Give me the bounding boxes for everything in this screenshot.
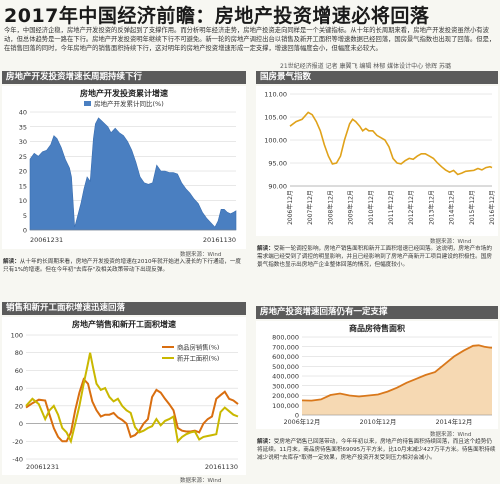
panel2-header: 国房景气指数 [256, 71, 498, 84]
y-tick-label: 105.00 [264, 114, 287, 122]
panel3-header: 销售和新开工面积增速迅速回落 [2, 302, 246, 315]
credit-line: 21世纪经济报道 记者 康翼飞 编辑 林郁 媒体设计中心 徐辉 苏璐 [280, 63, 451, 70]
y-tick-label: 30 [19, 138, 27, 146]
x-tick-label: 2010年12月 [360, 417, 397, 426]
page-title: 2017年中国经济前瞻：房地产投资增速必将回落 [4, 5, 430, 27]
y-tick-label: 100.00 [264, 137, 287, 145]
y-tick-label: 110.00 [264, 91, 287, 99]
chart-sales-newstarts-growth: 房地产销售和新开工面积增速 -40 -20 0 20 40 60 80 100 商品房销售(%) 新… [2, 317, 246, 475]
series-line [301, 344, 493, 402]
y-tick-label: 10 [19, 197, 27, 205]
x-tick-label: 2011年12月 [387, 190, 395, 225]
x-tick-label: 20061231 [30, 236, 63, 244]
y-tick-label: 600,000 [272, 353, 299, 361]
x-tick-label: 2008年12月 [326, 190, 334, 225]
y-tick-label: 0 [295, 412, 299, 420]
legend-label: 新开工面积(%) [177, 354, 219, 363]
panel2-source: 数据来源：Wind [430, 239, 472, 245]
chart-background [256, 86, 498, 236]
y-tick-label: 700,000 [272, 343, 299, 351]
x-tick-label: 2013年12月 [427, 190, 435, 225]
panel1-header: 房地产开发投资增速长周期持续下行 [2, 71, 246, 84]
panel1-source: 数据来源：Wind [180, 252, 222, 258]
panel2-note: 解读：受新一轮调控影响，房地产销售面积和新开工面积增速已经回落。这说明，房地产市… [257, 245, 497, 301]
x-tick-label: 2012年12月 [407, 190, 415, 225]
series-area [29, 117, 237, 231]
chart-real-estate-climate: 90.00 95.00 100.00 105.00 110.00 2006年12月 2007… [256, 86, 498, 236]
y-tick-label: 80 [15, 349, 23, 357]
x-tick-label: 2007年12月 [306, 190, 314, 225]
chart-title: 房地产开发投资累计增速 [80, 88, 168, 98]
chart-background [2, 317, 246, 475]
series-line [25, 352, 239, 445]
y-tick-label: 100 [11, 332, 23, 340]
panel4-note-label: 解读： [257, 439, 274, 445]
panel4-header-text: 房地产投资增速回落仍有一定支撑 [260, 307, 388, 317]
y-tick-label: 25 [19, 153, 27, 161]
legend-label: 商品房销售(%) [177, 343, 219, 352]
chart-title: 房地产销售和新开工面积增速 [72, 319, 176, 329]
panel4-header: 房地产投资增速回落仍有一定支撑 [256, 306, 498, 319]
x-tick-label: 2009年12月 [347, 190, 355, 225]
y-tick-label: 20 [19, 168, 27, 176]
chart-title: 商品房待售面积 [349, 323, 405, 333]
panel1-note-label: 解读： [3, 259, 20, 265]
x-tick-label: 2014年12月 [436, 417, 473, 426]
x-tick-label: 20061231 [26, 463, 59, 471]
y-tick-label: -40 [12, 456, 23, 464]
y-tick-label: 40 [19, 109, 27, 117]
panel1-note: 解读：从十年的长周期来看，房地产开发投资的增速在2010年就开始进入漫长的下行通… [3, 258, 245, 298]
x-tick-label: 2016年12月 [488, 190, 496, 225]
series-line [289, 111, 493, 176]
panel1-header-text: 房地产开发投资增速长周期持续下行 [6, 72, 143, 82]
panel3-source: 数据来源：Wind [180, 478, 222, 484]
legend-label: 房地产开发累计同比(%) [94, 99, 164, 108]
y-tick-label: 0 [23, 227, 27, 235]
y-tick-label: 90.00 [268, 183, 287, 191]
panel4-note-text: 受房地产销售已回落带动，今年年初以来，房地产的待售面积持续回落，而且这个趋势仍将… [257, 439, 496, 461]
panel4-source: 数据来源：Wind [430, 432, 472, 438]
y-tick-label: 0 [19, 420, 23, 428]
y-tick-label: 35 [19, 123, 27, 131]
y-tick-label: 40 [15, 385, 23, 393]
x-tick-label: 2006年12月 [284, 417, 321, 426]
series-line [25, 377, 239, 443]
y-tick-label: 800,000 [272, 334, 299, 342]
panel2-note-label: 解读： [257, 246, 274, 252]
y-tick-label: 400,000 [272, 373, 299, 381]
x-tick-label: 20161130 [205, 463, 238, 471]
x-tick-label: 20161130 [203, 236, 236, 244]
y-tick-label: 5 [23, 212, 27, 220]
x-tick-label: 2014年12月 [448, 190, 456, 225]
panel2-header-text: 国房景气指数 [260, 72, 312, 82]
y-tick-label: 15 [19, 182, 27, 190]
panel3-header-text: 销售和新开工面积增速迅速回落 [6, 303, 126, 313]
panel2-note-text: 受新一轮调控影响，房地产销售面积和新开工面积增速已经回落。这说明，房地产市场的需… [257, 246, 492, 268]
y-tick-label: -20 [12, 438, 23, 446]
x-tick-label: 2010年12月 [367, 190, 375, 225]
series-area [302, 345, 492, 415]
panel4-note: 解读：受房地产销售已回落带动，今年年初以来，房地产的待售面积持续回落，而且这个趋… [257, 438, 497, 482]
y-tick-label: 300,000 [272, 382, 299, 390]
y-tick-label: 500,000 [272, 363, 299, 371]
y-tick-label: 20 [15, 402, 23, 410]
x-tick-label: 2006年12月 [286, 190, 294, 225]
y-tick-label: 200,000 [272, 392, 299, 400]
panel1-note-text: 从十年的长周期来看，房地产开发投资的增速在2010年就开始进入漫长的下行通道，一… [3, 259, 242, 273]
y-tick-label: 95.00 [268, 160, 287, 168]
intro-text: 今年，中国经济企稳，房地产开发投资的反弹起到了支撑作用。而分析明年经济走势，房地… [4, 27, 496, 52]
x-tick-label: 2015年12月 [468, 190, 476, 225]
y-tick-label: 60 [15, 367, 23, 375]
legend-swatch [84, 101, 91, 106]
y-tick-label: 100,000 [272, 402, 299, 410]
